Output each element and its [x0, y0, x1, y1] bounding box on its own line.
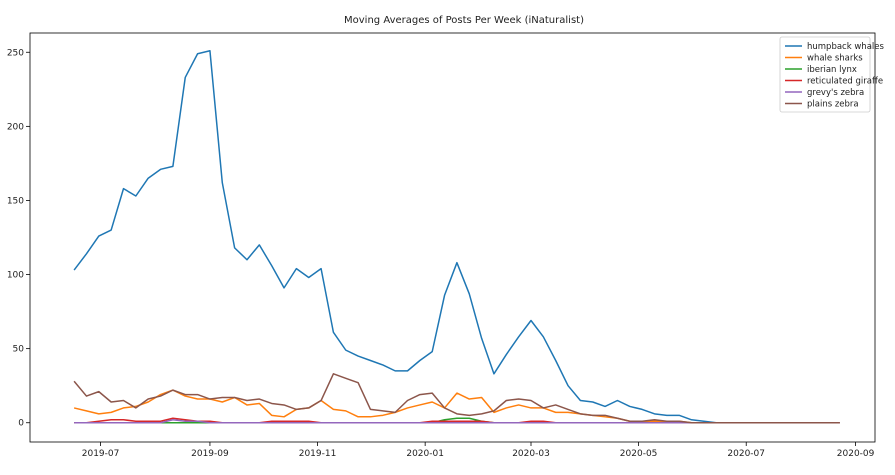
x-tick-label: 2020-03 — [512, 449, 550, 459]
x-tick-label: 2020-01 — [406, 449, 444, 459]
y-tick-label: 0 — [18, 419, 24, 429]
x-tick-label: 2020-05 — [620, 449, 658, 459]
chart-title: Moving Averages of Posts Per Week (iNatu… — [344, 15, 584, 26]
legend-label: humpback whales — [807, 42, 884, 52]
x-tick-label: 2019-07 — [82, 449, 120, 459]
y-tick-label: 150 — [7, 196, 24, 206]
legend-label: grevy's zebra — [807, 88, 864, 98]
x-axis: 2019-07 2019-09 2019-11 2020-01 2020-03 2020-… — [82, 442, 875, 459]
y-tick-label: 250 — [7, 48, 24, 58]
x-tick-label: 2020-07 — [727, 449, 765, 459]
x-tick-label: 2019-11 — [299, 449, 337, 459]
series-line-humpback-whales — [73, 50, 840, 424]
legend-label: reticulated giraffe — [807, 77, 883, 87]
series-line-plains-zebra — [73, 373, 840, 424]
legend-label: plains zebra — [807, 100, 859, 110]
y-tick-label: 50 — [13, 345, 25, 355]
y-tick-label: 200 — [7, 122, 24, 132]
series-lines — [73, 50, 840, 424]
y-axis: 0 50 100 150 200 250 — [7, 48, 30, 429]
x-tick-label: 2019-09 — [191, 449, 229, 459]
y-tick-label: 100 — [7, 271, 24, 281]
legend-box — [779, 36, 871, 113]
x-tick-label: 2020-09 — [837, 449, 875, 459]
legend-label: whale sharks — [807, 54, 863, 64]
plot-frame — [29, 32, 876, 443]
legend-label: iberian lynx — [807, 65, 857, 75]
